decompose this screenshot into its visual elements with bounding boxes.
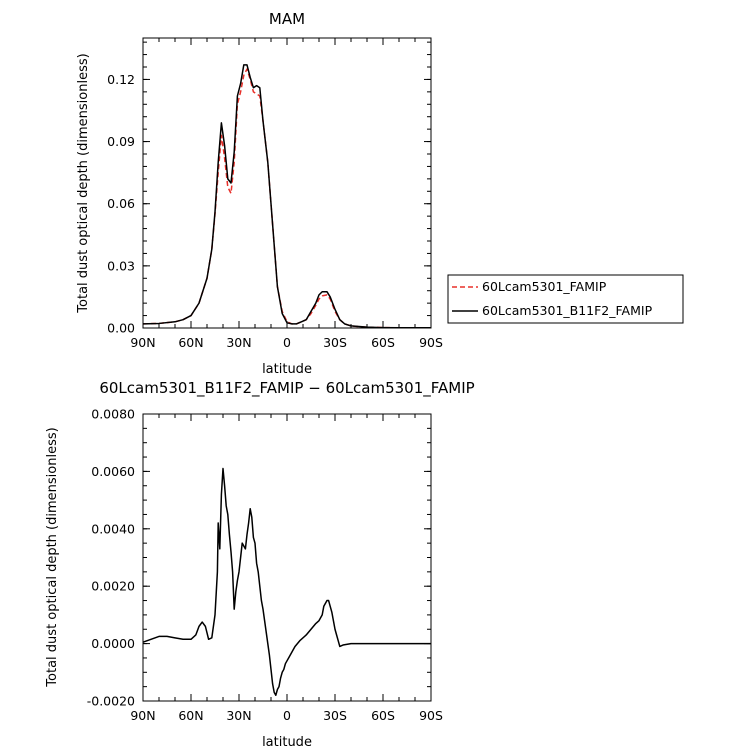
bottom-y-ticks: -0.0020 0.0000 0.0020 0.0040 0.0060 0.0080 (87, 407, 431, 709)
x-tick-label: 30S (323, 708, 347, 723)
legend-label-famip: 60Lcam5301_FAMIP (482, 279, 607, 294)
y-tick-label: 0.03 (107, 258, 135, 273)
y-tick-label: -0.0020 (87, 694, 135, 709)
x-tick-label: 60N (178, 335, 203, 350)
x-tick-label: 60S (371, 335, 395, 350)
x-tick-label: 30N (226, 335, 251, 350)
x-tick-label: 90S (419, 335, 443, 350)
legend-box (447, 274, 684, 324)
top-y-axis-label: Total dust optical depth (dimensionless) (76, 53, 91, 313)
bottom-plot-area (142, 467, 431, 697)
bottom-x-ticks: 90N 60N 30N 0 30S 60S 90S (130, 414, 443, 723)
y-tick-label: 0.0080 (91, 407, 135, 422)
y-tick-label: 0.0000 (91, 636, 135, 651)
x-tick-label: 0 (283, 708, 291, 723)
y-tick-label: 0.0020 (91, 579, 135, 594)
x-tick-label: 60S (371, 708, 395, 723)
bottom-y-axis-label: Total dust optical depth (dimensionless) (45, 427, 60, 687)
y-tick-label: 0.06 (107, 196, 135, 211)
top-title: MAM (269, 10, 305, 28)
series-line-60lcam5301_famip (142, 68, 431, 329)
series-line-60lcam5301_b11f2_famip (142, 64, 431, 329)
y-tick-label: 0.0040 (91, 521, 135, 536)
top-plot-area (142, 64, 431, 329)
top-panel: MAM 90N 60N 30N 0 30S 60S 90S 0.00 0.03 0.06 0.09… (76, 10, 684, 377)
top-plot-frame (142, 37, 432, 329)
y-tick-label: 0.09 (107, 134, 135, 149)
bottom-x-axis-label: latitude (262, 735, 312, 750)
legend-label-b11f2: 60Lcam5301_B11F2_FAMIP (482, 303, 653, 318)
bottom-title: 60Lcam5301_B11F2_FAMIP − 60Lcam5301_FAMI… (99, 379, 474, 398)
x-tick-label: 90S (419, 708, 443, 723)
x-tick-label: 90N (130, 708, 155, 723)
top-x-ticks: 90N 60N 30N 0 30S 60S 90S (130, 38, 443, 350)
x-tick-label: 90N (130, 335, 155, 350)
top-legend: 60Lcam5301_FAMIP 60Lcam5301_B11F2_FAMIP (447, 274, 684, 324)
top-x-axis-label: latitude (262, 362, 312, 377)
y-tick-label: 0.00 (107, 321, 135, 336)
y-tick-label: 0.0060 (91, 464, 135, 479)
bottom-panel: 60Lcam5301_B11F2_FAMIP − 60Lcam5301_FAMI… (45, 379, 475, 750)
top-y-ticks: 0.00 0.03 0.06 0.09 0.12 (107, 41, 431, 336)
y-tick-label: 0.12 (107, 72, 135, 87)
series-line-difference (142, 467, 431, 697)
x-tick-label: 30S (323, 335, 347, 350)
x-tick-label: 30N (226, 708, 251, 723)
x-tick-label: 0 (283, 335, 291, 350)
x-tick-label: 60N (178, 708, 203, 723)
bottom-plot-frame (142, 413, 432, 702)
